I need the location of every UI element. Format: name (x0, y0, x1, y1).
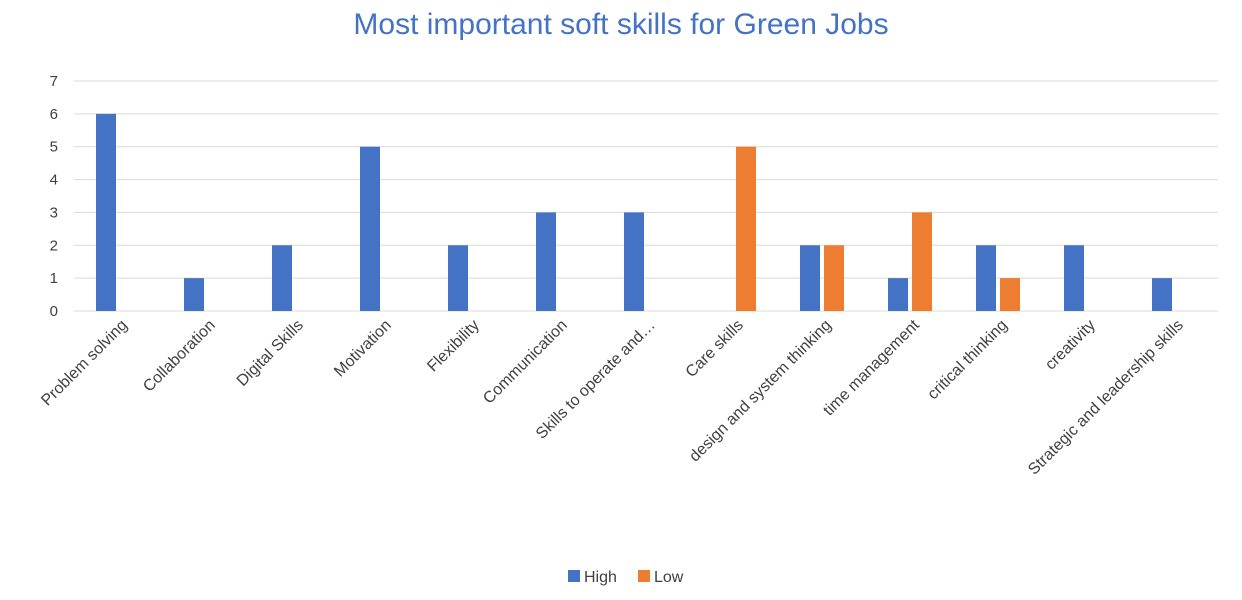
category-label: Motivation (331, 317, 395, 381)
legend-label-low: Low (654, 569, 684, 586)
category-label: Communication (480, 317, 571, 408)
y-tick-label: 7 (50, 73, 58, 90)
y-tick-label: 0 (50, 303, 58, 320)
y-tick-label: 2 (50, 237, 58, 254)
bar-high-4 (448, 245, 468, 311)
gridlines (74, 80, 1218, 312)
chart-title: Most important soft skills for Green Job… (353, 8, 889, 41)
bar-high-11 (1064, 245, 1084, 311)
bar-low-7 (736, 146, 756, 311)
bar-low-10 (1000, 278, 1020, 311)
bar-high-5 (536, 212, 556, 311)
y-tick-label: 1 (50, 270, 58, 287)
category-label: creativity (1042, 317, 1099, 374)
legend: High Low (568, 569, 684, 586)
bar-high-0 (96, 113, 116, 311)
bar-high-2 (272, 245, 292, 311)
y-tick-label: 4 (50, 172, 58, 189)
bar-high-1 (184, 278, 204, 311)
y-tick-label: 6 (50, 106, 58, 123)
category-label: critical thinking (925, 317, 1011, 403)
bar-low-9 (912, 212, 932, 311)
legend-label-high: High (584, 569, 617, 586)
category-label: time management (820, 316, 923, 419)
bar-high-12 (1152, 278, 1172, 311)
category-label: Collaboration (140, 317, 219, 396)
bar-high-10 (976, 245, 996, 311)
bar-high-6 (624, 212, 644, 311)
x-axis-labels: Problem solving Collaboration Digital Skil… (38, 316, 1187, 478)
legend-swatch-low (638, 570, 650, 582)
y-tick-label: 3 (50, 204, 58, 221)
category-label: Flexibility (424, 317, 483, 376)
category-label: Care skills (683, 317, 747, 381)
y-axis-ticks: 0 1 2 3 4 5 6 7 (50, 73, 58, 320)
category-label: Digital Skills (234, 317, 307, 390)
bar-high-3 (360, 146, 380, 311)
legend-swatch-high (568, 570, 580, 582)
y-tick-label: 5 (50, 139, 58, 156)
category-label: design and system thinking (686, 317, 834, 465)
category-label: Problem solving (38, 317, 131, 410)
bar-low-8 (824, 245, 844, 311)
category-label: Strategic and leadership skills (1025, 317, 1187, 479)
bars (96, 113, 1172, 311)
bar-high-8 (800, 245, 820, 311)
bar-high-9 (888, 278, 908, 311)
